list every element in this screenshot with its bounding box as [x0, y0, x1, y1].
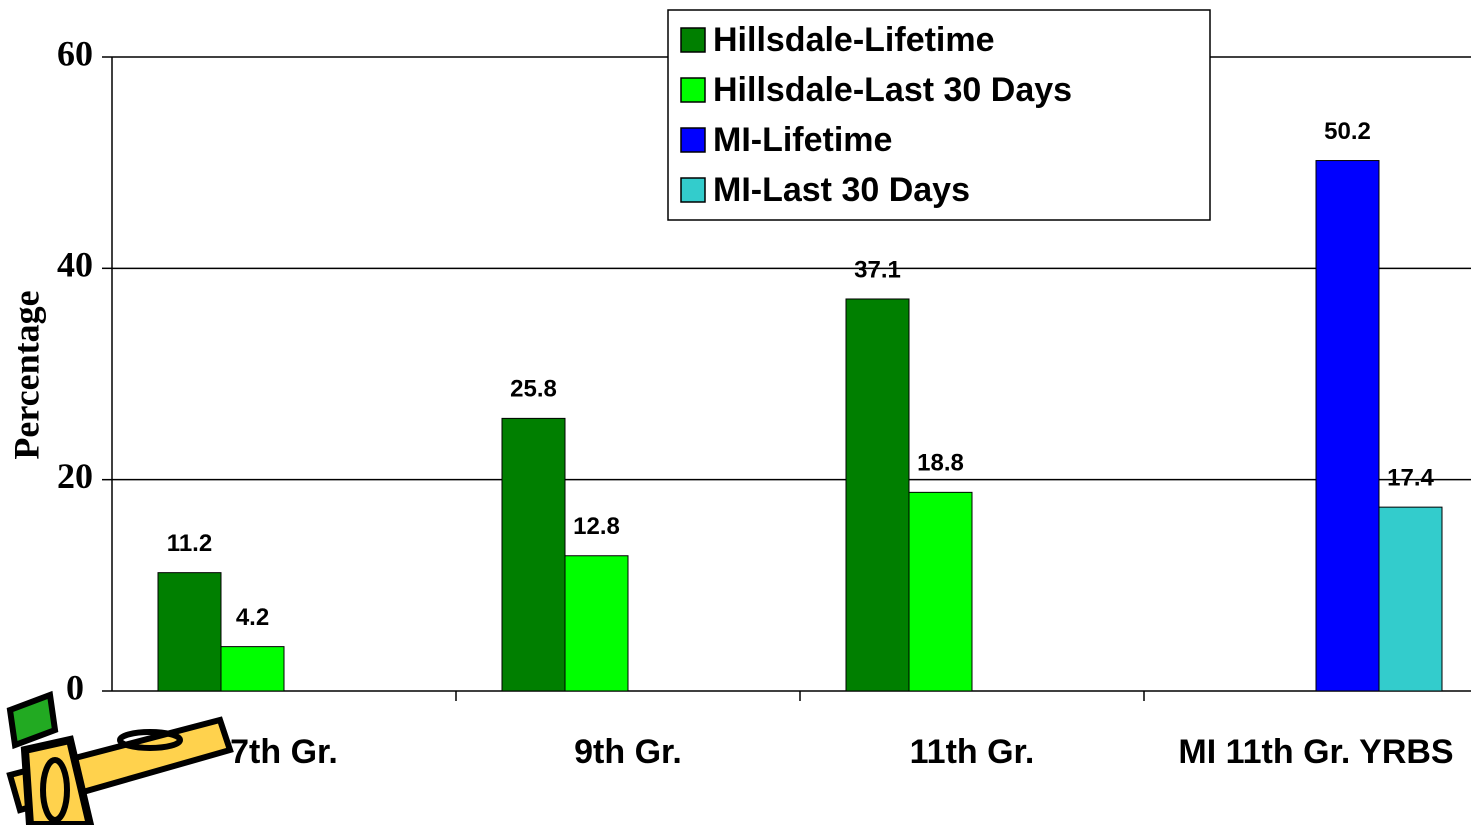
value-label: 18.8 — [917, 450, 964, 477]
legend-label: Hillsdale-Last 30 Days — [713, 71, 1072, 109]
value-label: 4.2 — [236, 604, 269, 631]
bar — [1315, 160, 1380, 692]
pencil-icon — [6, 690, 234, 825]
bar — [220, 646, 285, 692]
value-label: 25.8 — [510, 376, 557, 403]
x-tick-label: 11th Gr. — [909, 733, 1035, 771]
legend-label: Hillsdale-Lifetime — [713, 21, 995, 59]
y-tick-label: 20 — [57, 456, 93, 496]
y-axis-title: Percentage — [6, 290, 46, 459]
bar — [908, 491, 973, 692]
value-label: 17.4 — [1387, 464, 1434, 491]
value-label: 11.2 — [167, 530, 212, 557]
legend-label: MI-Last 30 Days — [713, 171, 970, 209]
legend-swatch — [680, 27, 706, 53]
legend-swatch — [680, 77, 706, 103]
x-tick-label: MI 11th Gr. YRBS — [1178, 733, 1454, 771]
legend-box — [667, 9, 1211, 221]
value-label: 37.1 — [854, 256, 901, 283]
x-tick-label: 7th Gr. — [230, 733, 338, 771]
x-tick-label: 9th Gr. — [574, 733, 682, 771]
legend-label: MI-Lifetime — [713, 121, 892, 159]
bar — [564, 555, 629, 692]
legend: Hillsdale-Lifetime Hillsdale-Last 30 Days… — [667, 9, 1211, 221]
bar — [1378, 506, 1443, 692]
y-tick-label: 60 — [57, 33, 93, 73]
legend-swatch — [680, 177, 706, 203]
value-label: 12.8 — [573, 513, 620, 540]
bar — [845, 298, 910, 692]
legend-swatch — [680, 127, 706, 153]
y-tick-label: 40 — [57, 245, 93, 285]
bar — [501, 417, 566, 692]
bar — [157, 572, 222, 692]
y-tick-label: 0 — [66, 667, 84, 707]
value-label: 50.2 — [1324, 118, 1371, 145]
